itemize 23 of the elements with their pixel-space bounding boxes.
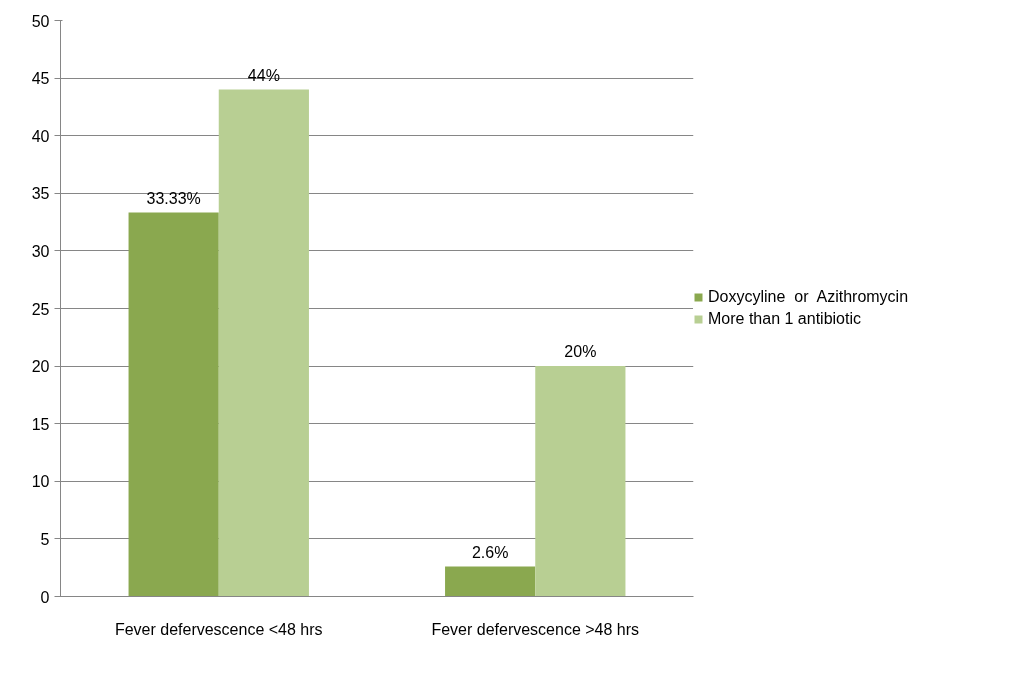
legend-label: More than 1 antibiotic	[708, 310, 861, 328]
data-label: 33.33%	[146, 189, 201, 207]
y-tick-label: 25	[31, 300, 50, 318]
data-label: 2.6%	[471, 543, 509, 561]
data-label: 20%	[564, 343, 597, 361]
y-tick-label: 10	[31, 473, 50, 491]
y-tick-label: 15	[31, 415, 50, 433]
y-tick-label: 50	[31, 12, 50, 30]
bar	[218, 89, 309, 597]
y-tick-label: 5	[40, 530, 50, 548]
x-tick-label: Fever defervescence >48 hrs	[431, 620, 640, 638]
y-tick-label: 20	[31, 358, 50, 376]
bar	[445, 566, 536, 597]
data-label: 44%	[247, 66, 280, 84]
legend-label: Doxycyline or Azithromycin	[708, 288, 909, 306]
x-tick-label: Fever defervescence <48 hrs	[114, 620, 323, 638]
bar	[535, 366, 626, 597]
y-tick-label: 0	[40, 588, 50, 606]
bar	[128, 212, 219, 597]
y-tick-label: 30	[31, 242, 50, 260]
y-tick-label: 45	[31, 70, 50, 88]
y-tick-label: 35	[31, 185, 50, 203]
y-tick-label: 40	[31, 127, 50, 145]
